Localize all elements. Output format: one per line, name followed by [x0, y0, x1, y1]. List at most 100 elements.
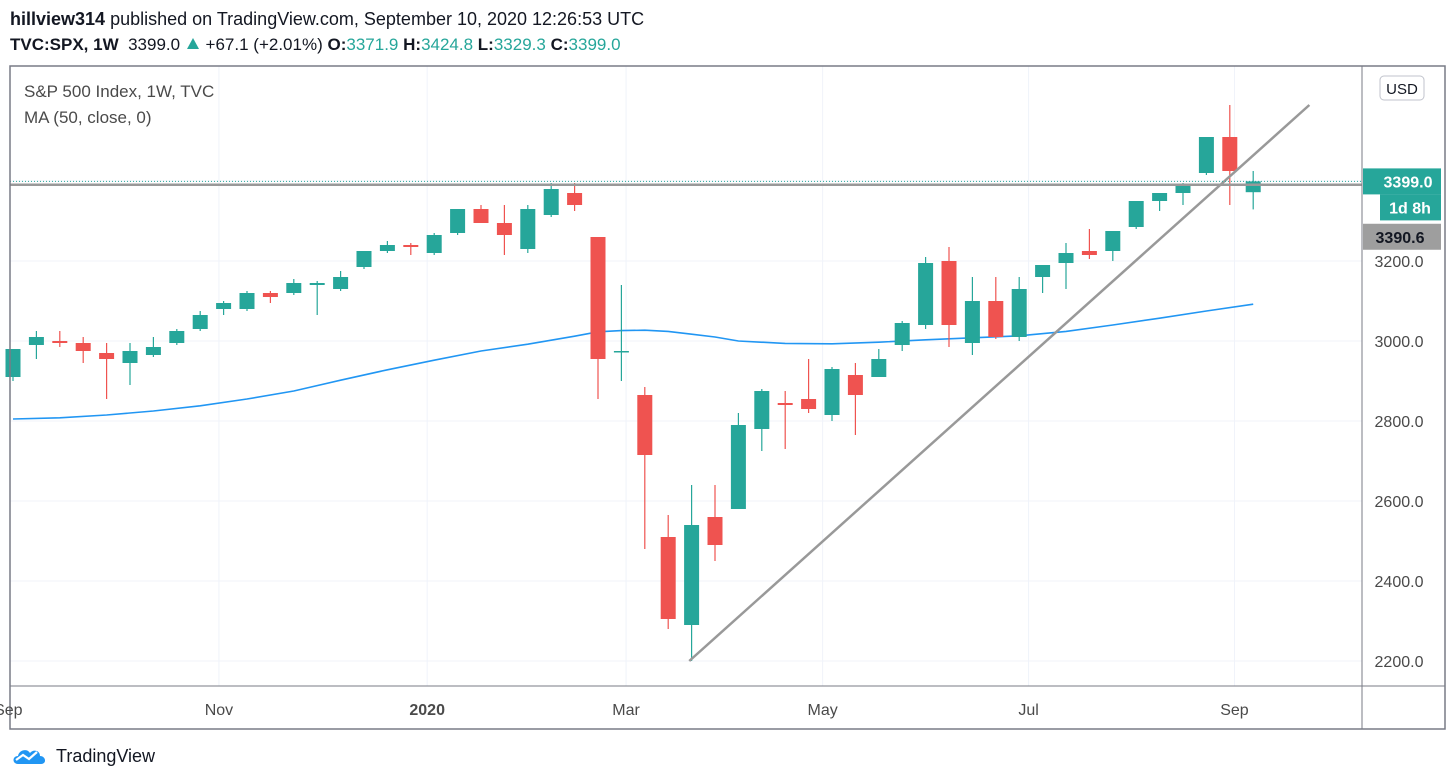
candle-down	[99, 343, 115, 399]
candle-body	[239, 293, 255, 309]
candle-up	[1175, 183, 1191, 205]
candle-up	[613, 285, 629, 381]
price-tick-label: 2800.0	[1375, 414, 1424, 431]
footer-brand[interactable]: TradingView	[10, 744, 155, 768]
time-tick-label: 2020	[409, 702, 445, 719]
candle-body	[590, 237, 606, 359]
low-value: 3329.3	[493, 35, 546, 54]
candle-up	[356, 251, 372, 269]
candle-body	[660, 537, 676, 619]
candle-body	[216, 303, 232, 309]
candle-body	[918, 263, 934, 325]
candle-down	[801, 359, 817, 413]
candle-up	[192, 311, 208, 331]
price-tick-label: 2600.0	[1375, 494, 1424, 511]
time-tick-label: Sep	[1220, 702, 1249, 719]
candle-down	[496, 205, 512, 255]
close-label: C:	[550, 35, 569, 54]
price-tick-label: 2200.0	[1375, 654, 1424, 671]
trendline	[688, 104, 1311, 662]
candle-up	[1198, 137, 1214, 175]
candle-up	[450, 209, 466, 235]
candle-up	[1128, 201, 1144, 229]
candle-body	[52, 341, 68, 343]
hline-price-tag-label: 3390.6	[1376, 230, 1425, 247]
candle-up	[894, 321, 910, 351]
chart-legend-title: S&P 500 Index, 1W, TVC	[24, 82, 214, 101]
candle-down	[777, 391, 793, 449]
candle-body	[1105, 231, 1121, 251]
candle-body	[356, 251, 372, 267]
last-price-tag	[1363, 168, 1441, 195]
countdown-tag-label: 1d 8h	[1389, 200, 1431, 217]
candle-down	[75, 337, 91, 363]
candle-up	[1105, 231, 1121, 261]
candle-body	[473, 209, 489, 223]
candle-up	[824, 367, 840, 421]
time-tick-label: Nov	[205, 702, 233, 719]
last-price: 3399.0	[128, 35, 181, 54]
candle-up	[964, 277, 980, 355]
candle-body	[1081, 251, 1097, 255]
candle-body	[754, 391, 770, 429]
candle-body	[169, 331, 185, 343]
candle-up	[684, 485, 700, 661]
candle-body	[192, 315, 208, 329]
open-value: 3371.9	[346, 35, 399, 54]
time-tick-label: Mar	[612, 702, 640, 719]
price-tick-label: 3200.0	[1375, 254, 1424, 271]
countdown-tag	[1380, 194, 1441, 221]
candle-body	[1175, 185, 1191, 193]
candle-body	[309, 283, 325, 285]
candle-body	[801, 399, 817, 409]
price-axis[interactable]: 2200.02400.02600.02800.03000.03200.03400…	[1375, 174, 1424, 671]
price-tick-label: 2400.0	[1375, 574, 1424, 591]
candle-body	[964, 301, 980, 343]
time-tick-label: May	[808, 702, 838, 719]
candles-layer	[5, 105, 1261, 661]
candle-down	[1222, 105, 1238, 205]
candle-body	[75, 343, 91, 351]
candle-body	[122, 351, 138, 363]
candle-up	[286, 279, 302, 295]
candle-body	[99, 353, 115, 359]
brand-name: TradingView	[56, 746, 156, 766]
currency-label: USD	[1386, 81, 1418, 98]
publisher-username[interactable]: hillview314	[10, 9, 106, 29]
candle-body	[777, 403, 793, 405]
time-tick-label: Sep	[0, 702, 23, 719]
candle-up	[333, 271, 349, 291]
time-axis[interactable]: Sep Nov 2020 Mar May Jul Sep	[0, 702, 1249, 719]
candle-body	[450, 209, 466, 233]
candle-body	[1222, 137, 1238, 171]
candle-body	[847, 375, 863, 395]
candle-up	[122, 343, 138, 385]
candle-up	[543, 183, 559, 217]
candle-down	[660, 515, 676, 629]
candle-up	[239, 291, 255, 311]
candle-up	[1152, 193, 1168, 211]
candle-body	[613, 351, 629, 353]
candle-down	[847, 363, 863, 435]
candle-body	[988, 301, 1004, 337]
candle-down	[707, 485, 723, 561]
low-label: L:	[477, 35, 494, 54]
candle-down	[403, 243, 419, 255]
candle-body	[5, 349, 21, 377]
high-value: 3424.8	[421, 35, 474, 54]
price-tags: 3399.0 1d 8h 3390.6	[1363, 168, 1441, 250]
currency-button[interactable]	[1379, 75, 1425, 101]
indicator-legend: MA (50, close, 0)	[24, 108, 152, 127]
candle-up	[520, 205, 536, 253]
time-tick-label: Jul	[1018, 702, 1038, 719]
candle-down	[473, 205, 489, 223]
candle-body	[684, 525, 700, 625]
candle-up	[1035, 265, 1051, 293]
candle-body	[1198, 137, 1214, 173]
candle-up	[730, 413, 746, 509]
publish-text: published on TradingView.com, September …	[110, 9, 645, 29]
candle-down	[941, 247, 957, 347]
price-tick-label: 3000.0	[1375, 334, 1424, 351]
candle-body	[637, 395, 653, 455]
